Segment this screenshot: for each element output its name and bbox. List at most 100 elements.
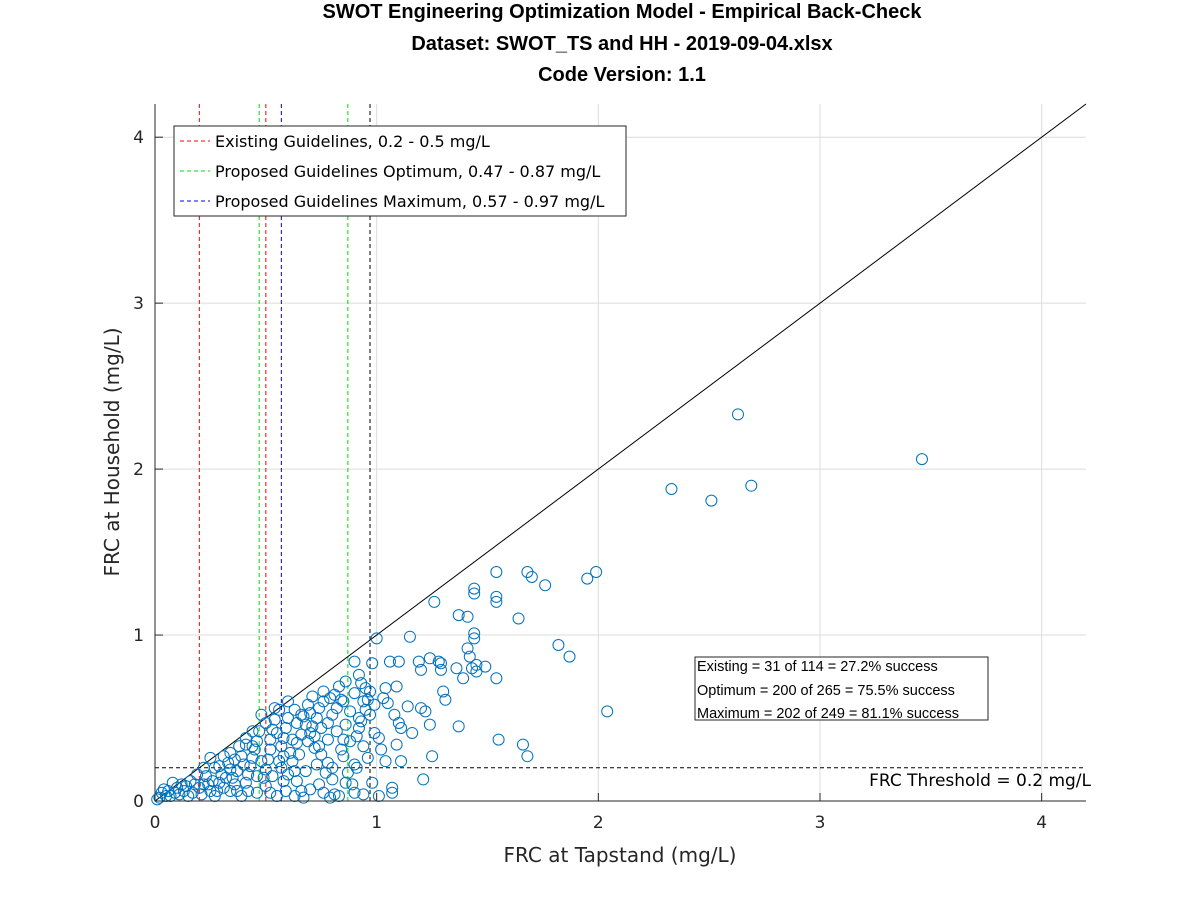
data-point [293,748,306,761]
data-point [352,712,365,725]
data-point [381,697,394,710]
data-point [317,695,330,708]
data-point [745,479,758,492]
data-point [217,750,230,763]
data-point [257,771,270,784]
data-point [330,702,343,715]
data-point [268,702,281,715]
data-point [601,705,614,718]
data-point [233,740,246,753]
data-point [457,672,470,685]
data-point [253,725,266,738]
data-point [313,702,326,715]
data-point [217,781,230,794]
y-tick-label: 3 [133,294,144,314]
data-point [290,775,303,788]
data-point [315,748,328,761]
data-point [286,755,299,768]
data-point [590,565,603,578]
legend: Existing Guidelines, 0.2 - 0.5 mg/L Prop… [173,125,627,217]
data-point [235,750,248,763]
data-point [215,768,228,781]
data-point [364,685,377,698]
data-point [224,746,237,759]
data-point [297,791,310,804]
data-point [284,746,297,759]
data-point [335,743,348,756]
data-point [339,675,352,688]
data-point [279,721,292,734]
data-point [188,778,201,791]
data-point [390,738,403,751]
data-point [246,725,259,738]
data-point [461,610,474,623]
data-point [348,655,361,668]
data-point [290,717,303,730]
data-point [250,786,263,799]
data-point [423,718,436,731]
data-point [324,692,337,705]
data-point [452,720,465,733]
data-point [239,731,252,744]
data-point [208,761,221,774]
data-point [383,655,396,668]
data-point [282,695,294,708]
data-point [364,708,377,721]
data-point [255,708,268,721]
axis-ticks: 0 1 2 3 4 0 1 2 3 4 [133,128,1047,833]
data-point [463,650,476,663]
data-point [915,453,928,466]
data-point [277,775,290,788]
data-point [341,766,354,779]
data-point [228,778,241,791]
data-point [270,790,283,803]
stats-optimum: Optimum = 200 of 265 = 75.5% success [697,683,955,699]
data-point [434,657,447,670]
data-point [306,720,319,733]
stats-box-frame [694,656,989,721]
data-point [490,672,503,685]
stats-box: Existing = 31 of 114 = 27.2% success Opt… [694,656,989,722]
data-point [348,687,361,700]
data-point [266,723,279,736]
data-point [490,595,503,608]
data-point [492,733,505,746]
data-point [468,582,481,595]
data-point [339,718,352,731]
y-axis-label: FRC at Household (mg/L) [100,327,124,576]
data-point [468,627,481,640]
data-point [321,733,334,746]
data-point [204,751,217,764]
data-point [324,791,337,804]
data-point [204,785,217,798]
data-point [450,662,463,675]
data-point [395,755,408,768]
data-point [326,773,339,786]
data-point [202,778,215,791]
data-point [350,761,363,774]
data-point [372,790,385,803]
data-point [288,703,301,716]
data-point [313,740,326,753]
y-tick-label: 0 [133,792,144,812]
stats-maximum: Maximum = 202 of 249 = 81.1% success [697,706,959,722]
data-point [417,773,430,786]
data-point [239,738,252,751]
data-point [295,728,308,741]
data-point [231,785,244,798]
data-point [197,778,210,791]
data-point [299,718,312,731]
data-point [423,652,436,665]
x-tick-label: 0 [150,813,161,833]
y-tick-label: 4 [133,128,144,148]
x-tick-label: 4 [1036,813,1047,833]
data-point [386,786,399,799]
data-point [224,785,237,798]
data-point [368,726,381,739]
data-point [581,572,594,585]
data-point [242,768,255,781]
data-point [268,713,281,726]
data-point [264,786,277,799]
data-point [432,655,445,668]
